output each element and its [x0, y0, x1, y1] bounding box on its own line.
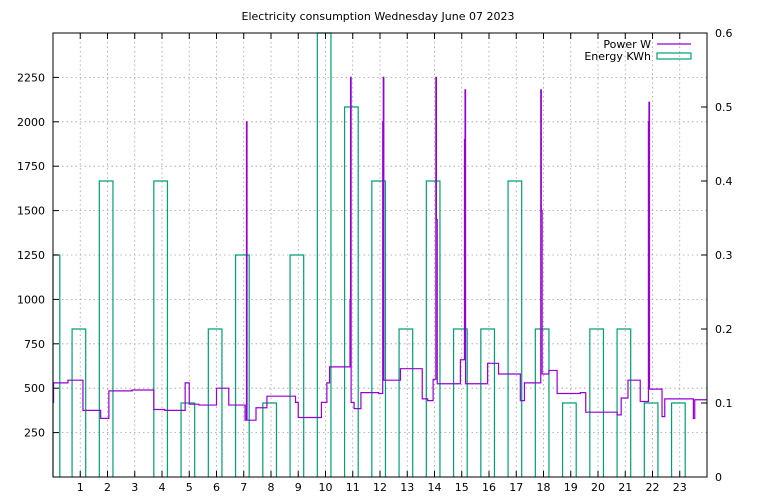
energy-bar — [234, 254, 250, 477]
energy-bar — [153, 180, 169, 477]
y2-tick-label: 0.4 — [715, 175, 733, 188]
y2-tick-label: 0.5 — [715, 101, 733, 114]
x-tick-label: 6 — [213, 481, 220, 494]
y-tick-label: 1500 — [17, 205, 45, 218]
x-tick-label: 4 — [159, 481, 166, 494]
x-tick-label: 12 — [373, 481, 387, 494]
power-line-path — [52, 76, 707, 421]
energy-bar — [207, 328, 223, 477]
y2-tick-label: 0.2 — [715, 323, 733, 336]
y-tick-label: 500 — [24, 382, 45, 395]
energy-bar — [670, 402, 686, 477]
y-tick-label: 1250 — [17, 249, 45, 262]
power-series — [52, 76, 707, 421]
legend-label: Energy KWh — [584, 50, 651, 63]
x-tick-label: 11 — [346, 481, 360, 494]
y-tick-label: 1000 — [17, 293, 45, 306]
x-tick-label: 2 — [104, 481, 111, 494]
x-tick-label: 17 — [509, 481, 523, 494]
energy-bar — [643, 402, 659, 477]
x-tick-label: 1 — [77, 481, 84, 494]
x-tick-label: 23 — [673, 481, 687, 494]
x-tick-label: 5 — [186, 481, 193, 494]
energy-bar — [507, 180, 523, 477]
x-tick-label: 19 — [564, 481, 578, 494]
y2-tick-label: 0.1 — [715, 397, 733, 410]
x-tick-label: 18 — [537, 481, 551, 494]
energy-bar — [52, 254, 61, 477]
y-tick-label: 2000 — [17, 116, 45, 129]
y-tick-label: 1750 — [17, 160, 45, 173]
x-tick-label: 3 — [131, 481, 138, 494]
energy-bar — [480, 328, 496, 477]
x-tick-label: 16 — [482, 481, 496, 494]
y2-tick-label: 0.3 — [715, 249, 733, 262]
x-tick-label: 13 — [400, 481, 414, 494]
x-axis-ticks: 1 2 3 4 5 6 7 8 9 10 11 12 13 14 15 16 17 18 19 20 21 22 23 — [77, 33, 687, 494]
y2-tick-label: 0 — [715, 471, 722, 484]
energy-bar — [452, 328, 468, 477]
y2-axis-ticks: 0 0.1 0.2 0.3 0.4 0.5 0.6 — [701, 27, 733, 484]
legend-swatch-energy — [656, 52, 692, 60]
y-tick-label: 250 — [24, 427, 45, 440]
x-tick-label: 14 — [428, 481, 442, 494]
x-tick-label: 8 — [268, 481, 275, 494]
energy-bar — [71, 328, 87, 477]
y2-tick-label: 0.6 — [715, 27, 733, 40]
legend-label: Power W — [603, 38, 651, 51]
y-tick-label: 2250 — [17, 71, 45, 84]
energy-bar — [371, 180, 387, 477]
energy-bar — [425, 180, 441, 477]
energy-bar — [561, 402, 577, 477]
x-tick-label: 15 — [455, 481, 469, 494]
x-tick-label: 21 — [618, 481, 632, 494]
energy-bar — [289, 254, 305, 477]
energy-bar — [589, 328, 605, 477]
x-tick-label: 20 — [591, 481, 605, 494]
energy-bar — [616, 328, 632, 477]
x-tick-label: 7 — [240, 481, 247, 494]
chart-title: Electricity consumption Wednesday June 0… — [242, 10, 515, 23]
x-tick-label: 10 — [319, 481, 333, 494]
energy-bar — [98, 180, 114, 477]
energy-bar — [398, 328, 414, 477]
energy-bar — [180, 402, 196, 477]
y-axis-ticks: 250 500 750 1000 1250 1500 1750 2000 2250 — [17, 71, 59, 440]
y-tick-label: 750 — [24, 338, 45, 351]
energy-bar — [262, 402, 278, 477]
x-tick-label: 22 — [646, 481, 660, 494]
grid-lines — [53, 33, 707, 477]
x-tick-label: 9 — [295, 481, 302, 494]
